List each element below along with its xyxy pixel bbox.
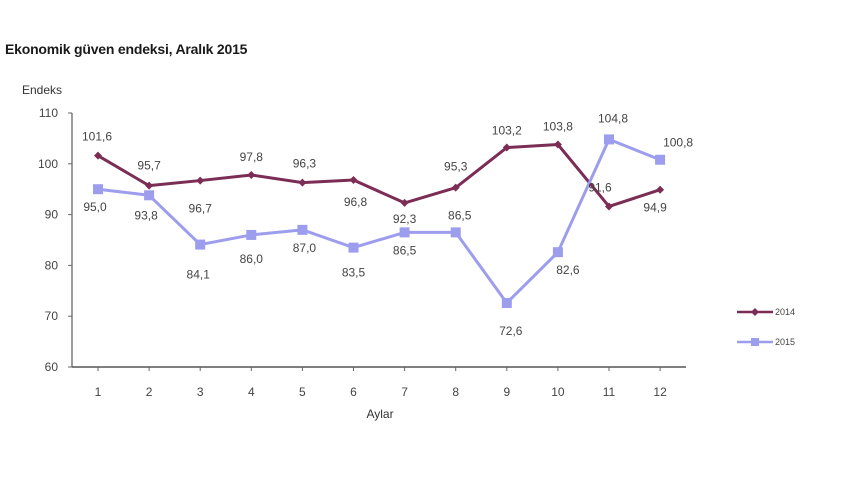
data-point-marker — [501, 297, 512, 308]
data-label: 92,3 — [393, 212, 417, 226]
data-point-marker — [349, 176, 358, 185]
y-tick-label: 60 — [45, 360, 59, 374]
data-label: 86,5 — [393, 243, 417, 257]
x-tick-label: 7 — [401, 385, 408, 399]
data-label: 84,1 — [187, 268, 211, 282]
legend: 2014 2015 — [737, 307, 795, 347]
data-point-marker — [450, 227, 461, 238]
data-point-marker — [400, 198, 409, 207]
data-point-marker — [247, 170, 256, 179]
x-tick-label: 6 — [350, 385, 357, 399]
data-label: 103,2 — [492, 124, 522, 138]
y-axis-title: Endeks — [22, 83, 62, 97]
data-point-marker — [605, 202, 613, 211]
data-label: 103,8 — [543, 119, 573, 133]
x-tick-label: 4 — [248, 385, 255, 399]
data-point-marker — [298, 178, 307, 187]
x-tick-label: 9 — [503, 385, 510, 399]
data-point-marker — [502, 143, 511, 152]
legend-label-2015: 2015 — [775, 337, 795, 347]
series-group — [93, 134, 666, 308]
data-label: 95,7 — [137, 159, 161, 173]
data-point-marker — [93, 184, 103, 195]
data-label: 82,6 — [556, 263, 580, 277]
y-tick-label: 70 — [45, 309, 59, 323]
series-line-2015 — [97, 137, 661, 305]
legend-label-2014: 2014 — [775, 307, 795, 317]
x-axis: 1 2 3 4 5 6 7 8 9 10 11 12 — [72, 366, 686, 399]
data-label: 96,7 — [189, 202, 213, 216]
x-tick-label: 3 — [197, 385, 204, 399]
x-axis-title: Aylar — [366, 407, 393, 421]
y-tick-label: 80 — [45, 258, 59, 272]
data-labels: 101,6 95,7 96,7 97,8 96,3 96,8 92,3 95,3 103,2 10… — [82, 111, 693, 338]
data-label: 83,5 — [342, 266, 366, 280]
data-point-marker — [655, 154, 666, 165]
data-point-marker — [196, 176, 205, 185]
data-label: 94,9 — [643, 201, 667, 215]
data-point-marker — [399, 227, 410, 238]
data-point-marker — [656, 185, 665, 194]
x-tick-label: 5 — [299, 385, 306, 399]
x-tick-label: 12 — [653, 385, 667, 399]
x-tick-label: 2 — [146, 385, 153, 399]
data-point-marker — [553, 140, 562, 149]
data-point-marker — [348, 242, 359, 253]
chart-title: Ekonomik güven endeksi, Aralık 2015 — [5, 41, 248, 57]
data-point-marker — [246, 229, 257, 240]
y-tick-label: 90 — [45, 208, 59, 222]
x-tick-label: 8 — [452, 385, 459, 399]
data-label: 91,6 — [588, 180, 612, 194]
data-label: 96,8 — [344, 195, 368, 209]
data-label: 97,8 — [240, 150, 264, 164]
data-label: 86,0 — [240, 252, 264, 266]
data-label: 72,6 — [499, 324, 523, 338]
series-line-2014 — [97, 142, 661, 208]
data-label: 104,8 — [598, 111, 628, 125]
x-tick-label: 10 — [551, 385, 565, 399]
data-point-marker — [297, 224, 308, 235]
data-label: 101,6 — [82, 130, 112, 144]
x-tick-label: 11 — [603, 385, 616, 399]
data-label: 95,3 — [444, 160, 468, 174]
data-label: 95,0 — [83, 200, 107, 214]
x-tick-label: 1 — [95, 385, 102, 399]
data-point-marker — [145, 181, 154, 190]
data-point-marker — [451, 183, 460, 192]
data-label: 96,3 — [293, 157, 317, 171]
data-label: 100,8 — [663, 136, 693, 150]
data-label: 87,0 — [293, 241, 317, 255]
y-tick-label: 100 — [38, 157, 58, 171]
data-point-marker — [195, 239, 206, 250]
data-label: 93,8 — [134, 208, 158, 222]
data-point-marker — [604, 134, 614, 145]
data-point-marker — [144, 190, 155, 201]
data-label: 86,5 — [448, 208, 472, 222]
data-point-marker — [94, 151, 102, 160]
y-axis: 60 70 80 90 100 110 — [38, 106, 73, 374]
y-tick-label: 110 — [39, 106, 58, 120]
data-point-marker — [552, 247, 563, 258]
